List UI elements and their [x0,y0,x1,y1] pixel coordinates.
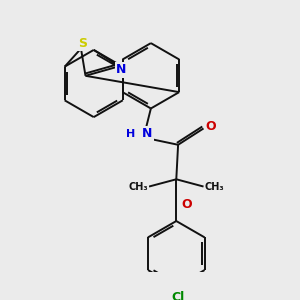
Text: CH₃: CH₃ [205,182,224,193]
Text: N: N [116,63,126,76]
Text: O: O [182,198,193,211]
Text: O: O [206,120,216,133]
Text: H: H [126,129,136,139]
Text: N: N [142,128,152,140]
Text: CH₃: CH₃ [128,182,148,193]
Text: S: S [78,37,87,50]
Text: Cl: Cl [172,291,185,300]
